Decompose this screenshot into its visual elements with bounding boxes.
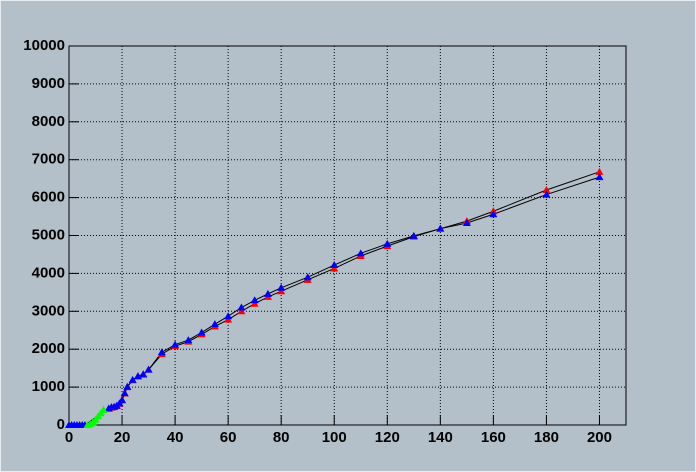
x-tick-label: 100 [322, 429, 347, 446]
marker [224, 312, 233, 320]
y-tick-label: 10000 [23, 37, 65, 54]
x-tick-label: 120 [375, 429, 400, 446]
marker [197, 328, 206, 336]
marker [409, 231, 418, 239]
marker [489, 210, 498, 218]
marker [139, 370, 148, 378]
y-tick-label: 0 [57, 416, 65, 433]
y-tick-label: 2000 [32, 340, 65, 357]
y-tick-label: 1000 [32, 378, 65, 395]
marker [330, 261, 339, 269]
marker [542, 190, 551, 198]
y-tick-label: 9000 [32, 75, 65, 92]
marker [595, 167, 604, 175]
marker [250, 296, 259, 304]
marker [120, 389, 129, 397]
marker [237, 307, 246, 315]
marker [99, 405, 108, 413]
x-tick-label: 140 [428, 429, 453, 446]
marker [237, 303, 246, 311]
marker [123, 382, 132, 390]
y-tick-label: 7000 [32, 151, 65, 168]
marker [184, 336, 193, 344]
y-tick-label: 8000 [32, 113, 65, 130]
x-tick-label: 80 [273, 429, 290, 446]
marker [595, 173, 604, 181]
marker [128, 375, 137, 383]
x-tick-label: 160 [481, 429, 506, 446]
marker [210, 320, 219, 328]
y-tick-label: 6000 [32, 189, 65, 206]
y-tick-label: 4000 [32, 264, 65, 281]
marker [263, 289, 272, 297]
marker [277, 283, 286, 291]
marker [157, 348, 166, 356]
x-tick-label: 200 [587, 429, 612, 446]
x-tick-label: 0 [65, 429, 73, 446]
x-tick-label: 180 [534, 429, 559, 446]
marker [133, 372, 142, 380]
marker [383, 239, 392, 247]
y-tick-label: 3000 [32, 302, 65, 319]
marker [436, 224, 445, 232]
marker [144, 365, 153, 373]
marker [542, 186, 551, 194]
marker [171, 340, 180, 348]
marker [303, 273, 312, 281]
marker [118, 395, 127, 403]
x-tick-label: 40 [167, 429, 184, 446]
y-tick-label: 5000 [32, 226, 65, 243]
x-tick-label: 60 [220, 429, 237, 446]
marker [356, 249, 365, 257]
x-tick-label: 20 [114, 429, 131, 446]
marker [462, 218, 471, 226]
